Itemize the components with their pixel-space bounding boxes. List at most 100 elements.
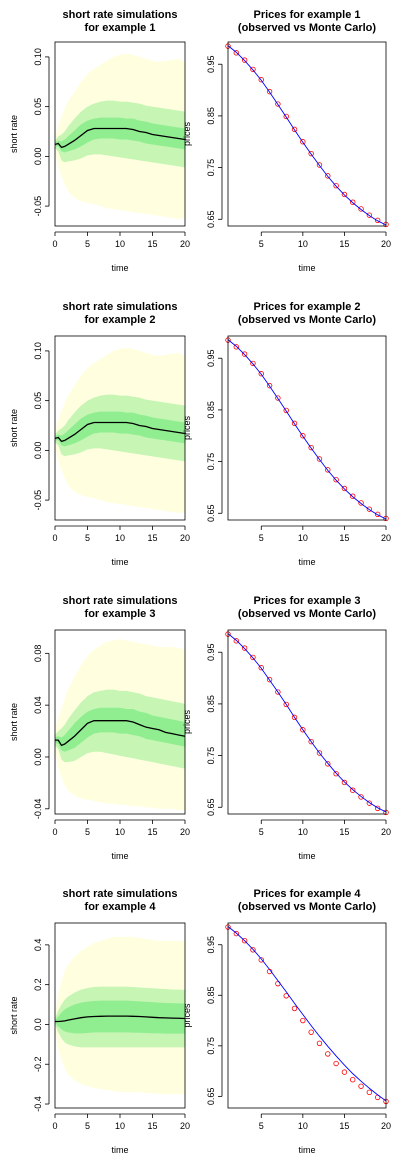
inner-band xyxy=(55,1000,185,1034)
y-tick-label: 0.65 xyxy=(206,211,216,229)
inner-band xyxy=(55,117,185,153)
x-tick-label: 10 xyxy=(115,239,125,249)
observed-point xyxy=(366,212,373,218)
x-tick-label: 5 xyxy=(259,533,264,543)
median-line xyxy=(55,1015,186,1023)
y-tick-label: 0.85 xyxy=(206,401,216,419)
observed-point xyxy=(341,779,348,786)
x-tick-label: 5 xyxy=(259,239,264,249)
observed-point xyxy=(250,66,256,73)
y-tick-label: 0.65 xyxy=(206,1088,216,1106)
y-tick-label: 0.95 xyxy=(206,55,216,73)
y-tick-label: 0.65 xyxy=(206,799,216,817)
observed-point xyxy=(275,689,281,695)
x-tick-label: 20 xyxy=(180,827,190,837)
median-line xyxy=(54,421,186,443)
x-tick-label: 20 xyxy=(381,533,391,543)
x-tick-label: 0 xyxy=(52,827,57,837)
y-tick-label: 0.95 xyxy=(206,349,216,367)
observed-point xyxy=(300,433,306,439)
y-tick-label: -0.05 xyxy=(33,196,43,217)
observed-point xyxy=(241,351,248,357)
panel-title-line: for example 4 xyxy=(85,901,157,913)
y-tick-label: -0.2 xyxy=(33,1056,43,1072)
observed-point xyxy=(233,930,240,937)
y-tick-label: 0.4 xyxy=(33,939,43,952)
x-tick-label: 5 xyxy=(85,239,90,249)
observed-point xyxy=(283,701,289,708)
y-tick-label: 0.00 xyxy=(33,148,43,166)
x-tick-label: 10 xyxy=(298,1121,308,1131)
x-axis-label: time xyxy=(298,851,315,861)
x-axis-label: time xyxy=(298,263,315,273)
x-tick-label: 15 xyxy=(147,827,157,837)
x-tick-label: 0 xyxy=(52,533,57,543)
observed-point xyxy=(325,761,331,767)
plot-frame xyxy=(227,41,387,227)
x-axis-label: time xyxy=(298,1145,315,1155)
y-tick-label: 0.00 xyxy=(33,442,43,460)
y-tick-label: 0.75 xyxy=(206,159,216,177)
observed-point xyxy=(366,800,373,806)
observed-point xyxy=(366,1089,373,1096)
y-tick-label: 0.05 xyxy=(33,392,43,410)
observed-point xyxy=(233,344,240,350)
observed-point xyxy=(291,126,298,133)
y-tick-label: 0.08 xyxy=(33,645,43,663)
panel-8: Prices for example 4(observed vs Monte C… xyxy=(182,888,391,1155)
observed-point xyxy=(258,371,264,377)
plot-frame xyxy=(54,922,186,1109)
x-tick-label: 5 xyxy=(85,827,90,837)
plot-frame xyxy=(227,335,387,521)
observed-point xyxy=(333,1060,339,1067)
observed-point xyxy=(283,407,289,414)
x-tick-label: 10 xyxy=(115,533,125,543)
y-tick-label: 0.75 xyxy=(206,453,216,471)
observed-point xyxy=(358,794,364,800)
observed-point xyxy=(333,182,339,189)
observed-point xyxy=(341,1069,348,1075)
median-line xyxy=(55,720,186,747)
observed-point xyxy=(358,1083,364,1089)
panel-title-line: for example 2 xyxy=(85,314,156,326)
y-axis-label: short rate xyxy=(9,115,19,153)
y-tick-label: 0.65 xyxy=(206,505,216,523)
panel-title-line: for example 3 xyxy=(85,608,156,620)
panel-title-line: Prices for example 2 xyxy=(253,301,360,313)
y-axis-label: short rate xyxy=(9,996,19,1034)
x-tick-label: 10 xyxy=(298,827,308,837)
x-tick-label: 5 xyxy=(85,533,90,543)
observed-point xyxy=(266,382,273,389)
observed-point xyxy=(241,57,248,63)
x-tick-label: 20 xyxy=(180,1121,190,1131)
observed-point xyxy=(291,420,298,427)
y-axis-label: short rate xyxy=(9,703,19,741)
observed-point xyxy=(350,493,356,499)
monte-carlo-line xyxy=(227,339,387,520)
y-tick-label: 0.75 xyxy=(206,1037,216,1055)
y-tick-label: 0.85 xyxy=(206,987,216,1005)
x-tick-label: 15 xyxy=(339,1121,349,1131)
observed-point xyxy=(241,937,248,944)
observed-point xyxy=(233,50,240,56)
x-tick-label: 0 xyxy=(52,1121,57,1131)
panel-title-line: short rate simulations xyxy=(63,595,178,607)
observed-point xyxy=(325,173,331,179)
x-axis-label: time xyxy=(298,557,315,567)
y-tick-label: 0.04 xyxy=(33,696,43,714)
panel-title-line: (observed vs Monte Carlo) xyxy=(238,608,376,620)
panel-title-line: Prices for example 1 xyxy=(253,9,360,21)
y-tick-label: 0.85 xyxy=(206,107,216,125)
observed-point xyxy=(291,1005,298,1012)
y-tick-label: 0.95 xyxy=(206,643,216,661)
observed-point xyxy=(308,738,314,745)
observed-point xyxy=(350,199,356,205)
observed-point xyxy=(300,727,306,733)
x-tick-label: 5 xyxy=(259,1121,264,1131)
observed-point xyxy=(358,500,364,506)
observed-point xyxy=(283,993,289,999)
observed-point xyxy=(283,113,289,120)
